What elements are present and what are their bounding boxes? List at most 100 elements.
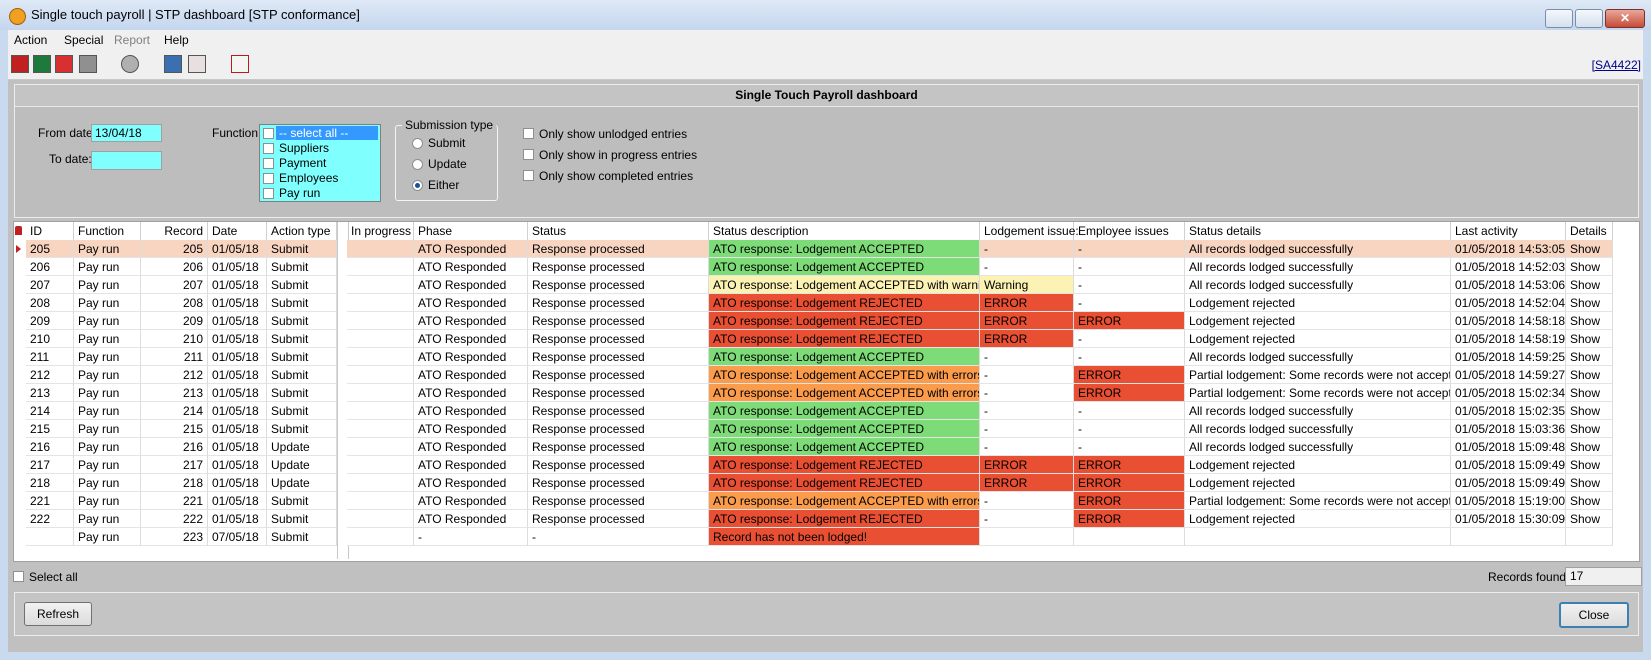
menu-item[interactable]: Report — [114, 33, 151, 47]
table-cell: All records lodged successfully — [1185, 258, 1451, 276]
table-cell: All records lodged successfully — [1185, 240, 1451, 258]
table-cell: ERROR — [1074, 510, 1185, 528]
submission-option[interactable]: Either — [428, 178, 460, 192]
submission-radio[interactable] — [412, 180, 423, 191]
table-cell[interactable]: Show — [1566, 240, 1613, 258]
table-cell[interactable]: Show — [1566, 294, 1613, 312]
table-cell[interactable]: Show — [1566, 258, 1613, 276]
table-cell: Update — [267, 456, 337, 474]
refresh-button[interactable]: Refresh — [24, 602, 92, 626]
filter-checkbox[interactable] — [523, 149, 534, 160]
app-icon — [9, 8, 26, 25]
column-header[interactable]: Function — [74, 222, 141, 240]
menu-item[interactable]: Action — [14, 33, 48, 47]
filter-checkbox[interactable] — [523, 170, 534, 181]
table-cell[interactable]: Show — [1566, 438, 1613, 456]
table-cell: Response processed — [528, 474, 709, 492]
table-cell[interactable]: Show — [1566, 456, 1613, 474]
function-checkbox[interactable] — [263, 143, 274, 154]
table-cell: Partial lodgement: Some records were not… — [1185, 492, 1451, 510]
column-header[interactable]: Action type — [267, 222, 337, 240]
table-cell[interactable]: Show — [1566, 276, 1613, 294]
excel-icon[interactable] — [33, 55, 51, 73]
function-checkbox[interactable] — [263, 158, 274, 169]
table-cell — [347, 384, 414, 402]
column-header[interactable]: Status description — [709, 222, 980, 240]
function-option[interactable]: Pay run — [279, 186, 321, 200]
table-cell[interactable]: Show — [1566, 420, 1613, 438]
function-checkbox[interactable] — [263, 173, 274, 184]
function-list[interactable]: -- select all -- Suppliers Payment Employee… — [259, 124, 381, 202]
toolbar-link[interactable]: [SA4422] — [1591, 58, 1641, 72]
function-option[interactable]: Employees — [279, 171, 339, 185]
table-cell[interactable]: Show — [1566, 402, 1613, 420]
column-header[interactable]: Lodgement issue: — [980, 222, 1079, 240]
table-cell: Submit — [267, 276, 337, 294]
table-cell: 207 — [26, 276, 74, 294]
table-cell[interactable]: Show — [1566, 510, 1613, 528]
table-cell[interactable]: Show — [1566, 366, 1613, 384]
menu-item[interactable]: Help — [164, 33, 189, 47]
chart-icon[interactable] — [231, 55, 249, 73]
column-header[interactable]: Phase — [414, 222, 528, 240]
function-checkbox[interactable] — [263, 128, 274, 139]
function-option[interactable]: Suppliers — [279, 141, 330, 155]
filter-checkbox[interactable] — [523, 128, 534, 139]
column-header[interactable]: Record — [141, 222, 208, 240]
table-cell — [980, 528, 1074, 546]
table-cell — [347, 474, 414, 492]
help-icon[interactable] — [121, 55, 139, 73]
column-header[interactable]: In progress — [347, 222, 414, 240]
submission-radio[interactable] — [412, 138, 423, 149]
submission-option[interactable]: Update — [428, 157, 467, 171]
menu-item[interactable]: Special — [64, 33, 104, 47]
refresh-icon[interactable] — [164, 55, 182, 73]
function-option[interactable]: Payment — [279, 156, 327, 170]
close-window-button[interactable]: ✕ — [1605, 9, 1645, 28]
table-cell: Response processed — [528, 312, 709, 330]
filter-checkbox-label[interactable]: Only show completed entries — [539, 169, 694, 183]
column-header[interactable]: ID — [26, 222, 74, 240]
function-checkbox[interactable] — [263, 188, 274, 199]
table-cell: Pay run — [74, 294, 141, 312]
to-date-input[interactable] — [91, 151, 162, 170]
submission-option[interactable]: Submit — [428, 136, 466, 150]
table-cell: Response processed — [528, 384, 709, 402]
column-header[interactable]: Status details — [1185, 222, 1451, 240]
table-cell: ATO Responded — [414, 474, 528, 492]
table-cell: - — [980, 492, 1074, 510]
table-cell: 01/05/2018 15:02:35 — [1451, 402, 1566, 420]
table-cell: - — [980, 366, 1074, 384]
column-header[interactable]: Date — [208, 222, 267, 240]
minimize-button[interactable] — [1545, 9, 1573, 28]
filter-checkbox-label[interactable]: Only show in progress entries — [539, 148, 698, 162]
from-date-input[interactable]: 13/04/18 — [91, 124, 162, 142]
clear-icon[interactable] — [188, 55, 206, 73]
column-header[interactable]: Details — [1566, 222, 1613, 240]
pdf-icon[interactable] — [55, 55, 73, 73]
table-cell[interactable]: Show — [1566, 492, 1613, 510]
function-option[interactable]: -- select all -- — [276, 126, 378, 140]
table-cell — [347, 438, 414, 456]
table-cell — [347, 420, 414, 438]
submission-radio[interactable] — [412, 159, 423, 170]
table-cell[interactable]: Show — [1566, 330, 1613, 348]
table-cell: ATO Responded — [414, 510, 528, 528]
table-cell[interactable]: Show — [1566, 312, 1613, 330]
column-header[interactable]: Employee issues — [1074, 222, 1185, 240]
filter-checkbox-label[interactable]: Only show unlodged entries — [539, 127, 688, 141]
column-header[interactable]: Status — [528, 222, 709, 240]
close-button[interactable]: Close — [1559, 602, 1629, 628]
table-cell[interactable]: Show — [1566, 348, 1613, 366]
save-icon[interactable] — [11, 55, 29, 73]
table-cell[interactable]: Show — [1566, 474, 1613, 492]
table-cell[interactable]: Show — [1566, 384, 1613, 402]
print-icon[interactable] — [79, 55, 97, 73]
select-all-checkbox[interactable] — [13, 571, 24, 582]
column-header[interactable]: Last activity — [1451, 222, 1566, 240]
maximize-button[interactable] — [1575, 9, 1603, 28]
table-cell: Response processed — [528, 240, 709, 258]
select-all-label[interactable]: Select all — [29, 570, 78, 584]
table-cell: Pay run — [74, 420, 141, 438]
table-cell[interactable] — [1566, 528, 1613, 546]
